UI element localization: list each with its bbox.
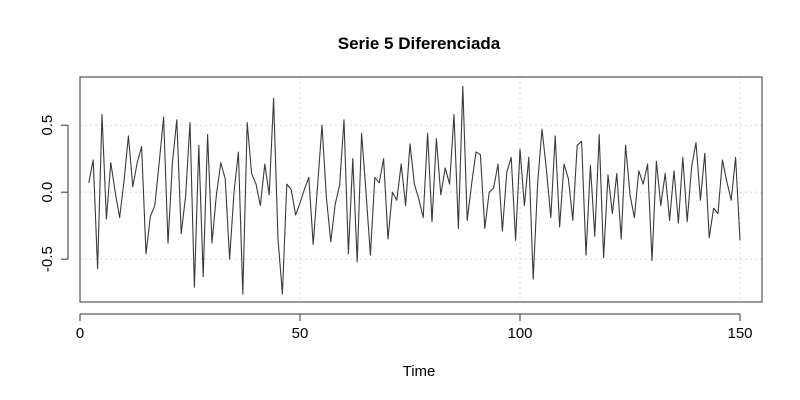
series-layer [88, 85, 741, 295]
series-line-0 [88, 85, 741, 295]
x-axis: 0 50 100 150 [76, 313, 753, 342]
chart-title: Serie 5 Diferenciada [338, 34, 501, 53]
y-tick-label-0: -0.5 [39, 246, 56, 272]
y-tick-label-2: 0.5 [39, 115, 56, 136]
x-tick-label-2: 100 [507, 325, 532, 342]
plot-frame [79, 76, 763, 303]
grid [79, 77, 762, 302]
y-axis: -0.5 0.0 0.5 [39, 115, 69, 272]
x-axis-label: Time [403, 363, 436, 380]
x-tick-label-0: 0 [76, 325, 84, 342]
x-tick-label-3: 150 [727, 325, 752, 342]
y-tick-label-1: 0.0 [39, 182, 56, 203]
x-tick-label-1: 50 [292, 325, 309, 342]
